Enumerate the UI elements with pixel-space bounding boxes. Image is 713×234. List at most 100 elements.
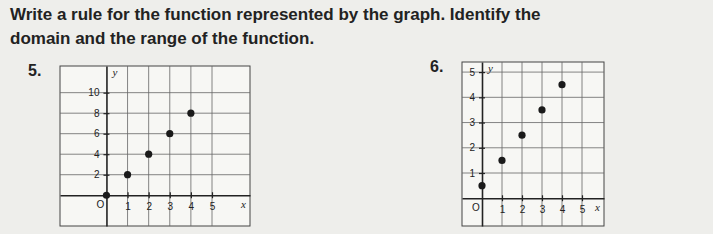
tick-mark bbox=[212, 192, 213, 198]
grid bbox=[462, 62, 604, 226]
tick: 10 bbox=[88, 87, 109, 98]
chart-title: 6. bbox=[430, 58, 443, 75]
tick-mark bbox=[522, 195, 523, 201]
axis-line bbox=[482, 63, 484, 227]
page: Write a rule for the function represente… bbox=[0, 0, 713, 234]
tick-label: 3 bbox=[167, 201, 173, 212]
plot-frame bbox=[462, 62, 604, 226]
tick: 5 bbox=[210, 192, 216, 212]
heading-line: Write a rule for the function represente… bbox=[10, 5, 541, 24]
point bbox=[187, 110, 194, 117]
tick: 8 bbox=[94, 108, 110, 119]
tick-label: 4 bbox=[189, 201, 195, 212]
x-axis: 1 2 3 4 5 bbox=[463, 195, 605, 215]
tick: 2 bbox=[94, 169, 110, 180]
axis-line bbox=[106, 67, 108, 227]
tick-label: 5 bbox=[580, 204, 586, 215]
x-axis-label: x bbox=[240, 198, 246, 210]
tick: 1 bbox=[469, 168, 485, 179]
point bbox=[145, 151, 152, 158]
x-axis-label: x bbox=[594, 201, 600, 213]
tick-label: 4 bbox=[469, 92, 475, 103]
tick: 2 bbox=[469, 142, 485, 153]
tick-label: 6 bbox=[94, 128, 100, 139]
tick: 3 bbox=[540, 195, 546, 215]
tick-label: 3 bbox=[469, 117, 475, 128]
x-axis: 1 2 3 4 5 bbox=[61, 192, 251, 212]
tick-label: 8 bbox=[94, 108, 100, 119]
point bbox=[498, 157, 505, 164]
tick-mark bbox=[103, 134, 109, 135]
chart: 5. 1 2 3 4 5 2 4 6 8 10 y x O bbox=[28, 62, 251, 227]
point bbox=[124, 171, 131, 178]
tick: 2 bbox=[146, 192, 152, 212]
tick: 6 bbox=[94, 128, 110, 139]
tick-mark bbox=[103, 154, 109, 155]
point bbox=[518, 132, 525, 139]
point bbox=[558, 81, 565, 88]
y-axis: 1 2 3 4 5 bbox=[469, 63, 485, 227]
point bbox=[538, 106, 545, 113]
points bbox=[478, 81, 565, 189]
plot-frame bbox=[60, 66, 250, 226]
tick-mark bbox=[103, 113, 109, 114]
grid-line-y bbox=[60, 174, 250, 175]
tick-mark bbox=[103, 93, 109, 94]
tick-mark bbox=[582, 195, 583, 201]
tick-mark bbox=[502, 195, 503, 201]
tick: 1 bbox=[125, 192, 131, 212]
tick-mark bbox=[479, 173, 485, 174]
tick: 4 bbox=[94, 149, 110, 160]
chart: 6. 1 2 3 4 5 1 2 3 4 5 y x O bbox=[430, 58, 605, 227]
tick-label: 5 bbox=[210, 201, 216, 212]
tick-mark bbox=[562, 195, 563, 201]
grid-line-x bbox=[542, 62, 543, 226]
tick: 4 bbox=[469, 92, 485, 103]
grid-line-y bbox=[60, 133, 250, 134]
grid-line-y bbox=[60, 113, 250, 114]
tick: 2 bbox=[520, 195, 526, 215]
tick-label: 4 bbox=[94, 149, 100, 160]
chart-title: 5. bbox=[28, 62, 41, 79]
origin-label: O bbox=[96, 199, 104, 210]
tick-label: 1 bbox=[469, 168, 475, 179]
tick: 1 bbox=[500, 195, 506, 215]
tick: 3 bbox=[167, 192, 173, 212]
tick-mark bbox=[170, 192, 171, 198]
tick-mark bbox=[191, 192, 192, 198]
tick-label: 2 bbox=[146, 201, 152, 212]
tick-mark bbox=[479, 122, 485, 123]
tick-label: 1 bbox=[500, 204, 506, 215]
point bbox=[166, 130, 173, 137]
tick-label: 5 bbox=[469, 67, 475, 78]
tick: 4 bbox=[189, 192, 195, 212]
y-axis-label: y bbox=[111, 66, 117, 78]
origin-label: O bbox=[472, 202, 480, 213]
tick: 3 bbox=[469, 117, 485, 128]
axis-line bbox=[61, 195, 251, 197]
tick: 4 bbox=[560, 195, 566, 215]
tick-mark bbox=[542, 195, 543, 201]
tick-mark bbox=[103, 175, 109, 176]
y-axis: 2 4 6 8 10 bbox=[88, 67, 109, 227]
point bbox=[103, 192, 110, 199]
heading: Write a rule for the function represente… bbox=[10, 5, 541, 48]
grid bbox=[60, 66, 250, 226]
tick-mark bbox=[479, 97, 485, 98]
grid-line-x bbox=[522, 62, 523, 226]
tick-label: 4 bbox=[560, 204, 566, 215]
y-axis-label: y bbox=[487, 62, 493, 74]
grid-line-y bbox=[60, 154, 250, 155]
axis-line bbox=[463, 198, 605, 200]
tick-mark bbox=[479, 148, 485, 149]
tick-label: 3 bbox=[540, 204, 546, 215]
tick-mark bbox=[127, 192, 128, 198]
grid-line-x bbox=[582, 62, 583, 226]
tick: 5 bbox=[469, 67, 485, 78]
tick: 5 bbox=[580, 195, 586, 215]
tick-label: 2 bbox=[469, 142, 475, 153]
point bbox=[478, 182, 485, 189]
tick-label: 10 bbox=[88, 87, 100, 98]
grid-line-x bbox=[502, 62, 503, 226]
tick-label: 1 bbox=[125, 201, 131, 212]
